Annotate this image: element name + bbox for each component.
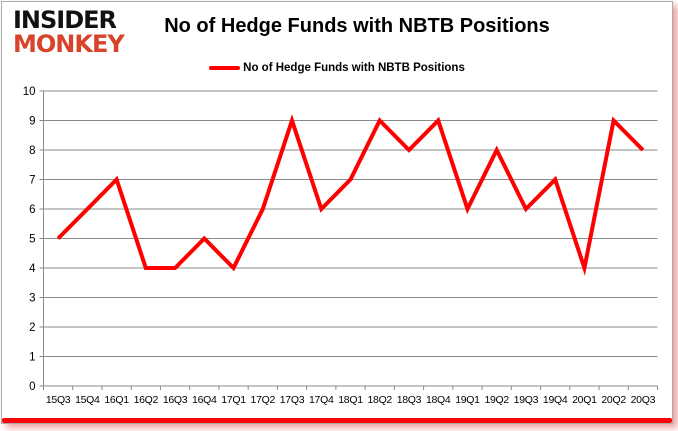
x-axis-label: 17Q2	[251, 394, 276, 406]
x-axis-label: 18Q2	[367, 394, 392, 406]
x-axis-label: 16Q4	[192, 394, 217, 406]
y-axis-label: 0	[29, 381, 35, 393]
y-axis-label: 1	[29, 352, 35, 364]
x-axis-label: 19Q4	[543, 394, 568, 406]
x-axis-label: 20Q2	[601, 394, 626, 406]
chart-legend: No of Hedge Funds with NBTB Positions	[2, 61, 672, 75]
x-axis-label: 16Q2	[134, 394, 159, 406]
x-axis-label: 15Q4	[75, 394, 100, 406]
x-axis-label: 17Q4	[309, 394, 334, 406]
y-axis-label: 5	[29, 234, 35, 246]
y-axis-label: 7	[29, 175, 35, 187]
x-axis-label: 20Q1	[572, 394, 597, 406]
brand-bottom-bar	[2, 418, 672, 423]
x-axis-label: 16Q1	[104, 394, 129, 406]
logo-line-insider: INSIDER	[13, 6, 117, 34]
chart-title: No of Hedge Funds with NBTB Positions	[164, 15, 550, 37]
y-axis-label: 6	[29, 204, 35, 216]
line-chart-plot-area: 0 1 2 3 4 5 6 7 8 9 10 15Q3 15Q4 16Q1 16Q2 16Q3 16Q4 17Q1…	[23, 86, 658, 406]
x-axis-label: 20Q3	[631, 394, 656, 406]
legend-label: No of Hedge Funds with NBTB Positions	[243, 62, 465, 74]
x-axis-label: 19Q1	[455, 394, 480, 406]
y-axis-label: 2	[29, 322, 35, 334]
x-axis-label: 19Q2	[484, 394, 509, 406]
y-axis-label: 8	[29, 145, 35, 157]
x-axis-label: 19Q3	[514, 394, 539, 406]
x-axis-label: 18Q1	[338, 394, 363, 406]
series-line	[56, 114, 645, 276]
y-axis-label: 4	[29, 263, 36, 275]
y-axis-label: 9	[29, 116, 35, 128]
x-axis-label: 17Q3	[280, 394, 305, 406]
x-axis-label: 18Q3	[397, 394, 422, 406]
chart-card: INSIDER MONKEY No of Hedge Funds with NB…	[1, 1, 673, 424]
y-axis-label: 3	[29, 293, 35, 305]
x-axis-label: 15Q3	[46, 394, 71, 406]
logo-line-monkey: MONKEY	[13, 29, 125, 58]
y-axis-label: 10	[23, 86, 36, 98]
x-axis-label: 18Q4	[426, 394, 451, 406]
insider-monkey-logo: INSIDER MONKEY	[13, 6, 125, 58]
x-axis-label: 16Q3	[163, 394, 188, 406]
x-axis-label: 17Q1	[221, 394, 246, 406]
legend-line-swatch	[209, 66, 241, 70]
